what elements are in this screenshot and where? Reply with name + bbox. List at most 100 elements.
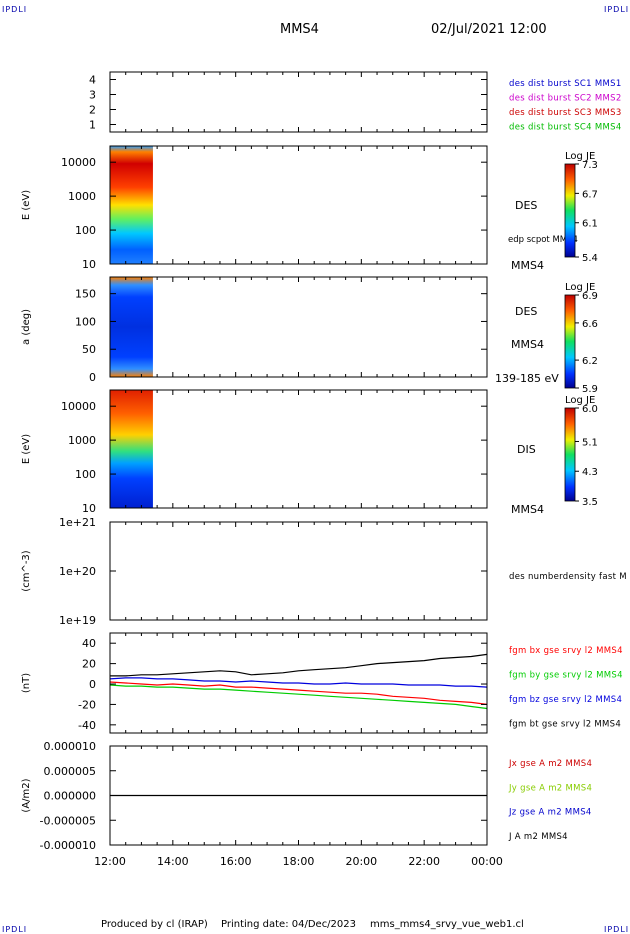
spacecraft-title: MMS4	[280, 22, 319, 37]
des-energy-right-label-1: edp scpot MMS4	[508, 235, 578, 245]
des-pitch-right-label-0: DES	[515, 305, 537, 318]
dis-energy-right-label-0: DIS	[517, 443, 536, 456]
datetime-title: 02/Jul/2021 12:00	[431, 22, 547, 37]
dis-energy-ylabel: E (eV)	[21, 434, 32, 464]
y-tick-label: 0.000010	[44, 740, 97, 753]
density-legend-0: des numberdensity fast M	[509, 572, 627, 582]
des-energy-right-label-0: DES	[515, 199, 537, 212]
x-tick-label: 14:00	[157, 855, 189, 868]
footer-credit: Produced by cl (IRAP)	[101, 919, 208, 930]
dis-energy-colorbar	[564, 407, 576, 502]
y-tick-label: 1	[89, 119, 96, 132]
dis-energy-colorbar-tick-label: 3.5	[582, 497, 598, 508]
y-tick-label: 10000	[61, 400, 96, 413]
burst-coverage-legend-0: des dist burst SC1 MMS1	[509, 79, 622, 89]
des-pitch-colorbar	[564, 294, 576, 389]
y-tick-label: 1e+20	[59, 565, 96, 578]
current-density-legend-0: Jx gse A m2 MMS4	[508, 759, 592, 769]
des-pitch-colorbar-tick-label: 6.6	[582, 319, 598, 330]
burst-coverage-legend-1: des dist burst SC2 MMS2	[509, 94, 622, 104]
x-tick-label: 18:00	[283, 855, 315, 868]
des-pitch-spectrogram	[110, 277, 153, 377]
density-ylabel: (cm^-3)	[21, 550, 32, 591]
burst-coverage-legend-2: des dist burst SC3 MMS3	[509, 108, 622, 118]
y-tick-label: 10	[82, 258, 96, 271]
y-tick-label: 50	[82, 343, 96, 356]
y-tick-label: 0	[89, 678, 96, 691]
des-energy-colorbar-tick-label: 6.7	[582, 189, 598, 200]
des-energy-colorbar-tick-label: 6.1	[582, 219, 598, 230]
magnetic-field-legend-0: fgm bx gse srvy l2 MMS4	[509, 646, 623, 656]
dis-energy-right-label-1: MMS4	[511, 503, 544, 516]
density-frame	[109, 521, 488, 621]
y-tick-label: 1000	[68, 434, 96, 447]
dis-energy-frame	[109, 389, 488, 509]
corner-mark-top-left: IPDLI	[2, 5, 28, 14]
y-tick-label: 1000	[68, 190, 96, 203]
magnetic-field-series-1	[109, 684, 488, 710]
dis-energy-spectrogram	[110, 390, 153, 508]
footer-printing-date: Printing date: 04/Dec/2023	[221, 919, 357, 930]
y-tick-label: 0.000005	[44, 765, 97, 778]
des-energy-colorbar-tick-label: 7.3	[582, 160, 598, 171]
dis-energy-colorbar-title: Log JE	[565, 395, 595, 406]
y-tick-label: 20	[82, 658, 96, 671]
current-density-ylabel: (A/m2)	[21, 778, 32, 812]
des-pitch-colorbar-tick-label: 6.2	[582, 356, 598, 367]
current-density-legend-2: Jz gse A m2 MMS4	[508, 808, 592, 818]
burst-coverage-frame	[109, 71, 488, 133]
des-energy-spectrogram	[110, 146, 153, 264]
des-energy-frame	[109, 145, 488, 265]
des-energy-colorbar-title: Log JE	[565, 151, 595, 162]
y-tick-label: -0.000005	[40, 814, 96, 827]
y-tick-label: 100	[75, 224, 96, 237]
dis-energy-colorbar-tick-label: 6.0	[582, 404, 598, 415]
footer-filename: mms_mms4_srvy_vue_web1.cl	[370, 919, 524, 930]
y-tick-label: 10	[82, 502, 96, 515]
y-tick-label: 1e+21	[59, 516, 96, 529]
des-pitch-frame	[109, 276, 488, 378]
magnetic-field-series-3	[110, 653, 488, 677]
magnetic-field-series-2	[109, 677, 488, 688]
y-tick-label: 1e+19	[59, 614, 96, 627]
y-tick-label: -20	[78, 698, 96, 711]
y-tick-label: 3	[89, 89, 96, 102]
y-tick-label: 0.000000	[44, 790, 97, 803]
y-tick-label: 4	[89, 74, 96, 87]
des-pitch-colorbar-tick-label: 5.9	[582, 384, 598, 395]
y-tick-label: 100	[75, 315, 96, 328]
corner-mark-top-right: IPDLI	[604, 5, 630, 14]
magnetic-field-legend-3: fgm bt gse srvy l2 MMS4	[509, 720, 621, 730]
corner-mark-bottom-right: IPDLI	[604, 925, 630, 934]
des-energy-right-label-2: MMS4	[511, 259, 544, 272]
des-pitch-ylabel: a (deg)	[21, 309, 32, 345]
des-pitch-right-label-2: 139-185 eV	[495, 372, 559, 385]
x-tick-label: 20:00	[345, 855, 377, 868]
x-tick-label: 00:00	[471, 855, 503, 868]
burst-coverage-legend-3: des dist burst SC4 MMS4	[509, 123, 622, 133]
y-tick-label: 100	[75, 468, 96, 481]
y-tick-label: 150	[75, 288, 96, 301]
x-tick-label: 22:00	[408, 855, 440, 868]
des-pitch-right-label-1: MMS4	[511, 338, 544, 351]
y-tick-label: -0.000010	[40, 839, 96, 852]
magnetic-field-series-0	[109, 681, 488, 705]
magnetic-field-legend-1: fgm by gse srvy l2 MMS4	[509, 671, 623, 681]
y-tick-label: 10000	[61, 156, 96, 169]
x-tick-label: 16:00	[220, 855, 252, 868]
des-energy-colorbar	[564, 163, 576, 258]
des-energy-ylabel: E (eV)	[21, 190, 32, 220]
current-density-legend-3: J A m2 MMS4	[508, 832, 568, 842]
magnetic-field-ylabel: (nT)	[21, 673, 32, 693]
current-density-legend-1: Jy gse A m2 MMS4	[508, 783, 592, 793]
y-tick-label: 40	[82, 637, 96, 650]
dis-energy-colorbar-tick-label: 5.1	[582, 437, 598, 448]
dis-energy-colorbar-tick-label: 4.3	[582, 467, 598, 478]
des-pitch-colorbar-tick-label: 6.9	[582, 291, 598, 302]
magnetic-field-legend-2: fgm bz gse srvy l2 MMS4	[509, 695, 622, 705]
des-pitch-colorbar-title: Log JE	[565, 282, 595, 293]
des-energy-colorbar-tick-label: 5.4	[582, 253, 598, 264]
y-tick-label: 2	[89, 104, 96, 117]
y-tick-label: 0	[89, 371, 96, 384]
